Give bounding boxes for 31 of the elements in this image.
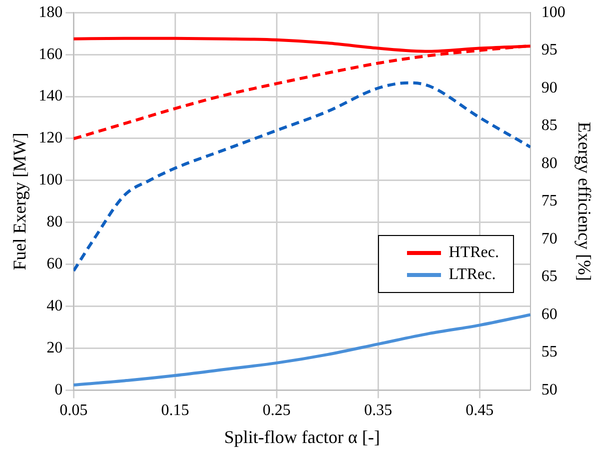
y2-tick-label: 50 xyxy=(541,381,558,398)
y-tick-label: 40 xyxy=(46,297,63,314)
y-tick-label: 0 xyxy=(54,381,63,398)
x-tick-label: 0.35 xyxy=(364,402,392,420)
y2-axis-title: Exergy efficiency [%] xyxy=(574,122,594,282)
x-axis-title: Split-flow factor α [-] xyxy=(224,426,380,447)
x-tick-label: 0.05 xyxy=(60,402,88,420)
y2-tick-label: 80 xyxy=(541,154,558,172)
x-tick-label: 0.25 xyxy=(262,402,291,420)
y2-tick-label: 75 xyxy=(541,192,558,210)
y-axis-title: Fuel Exergy [MW] xyxy=(10,132,30,270)
y2-tick-label: 95 xyxy=(541,42,558,59)
legend-label: LTRec. xyxy=(448,265,496,285)
y-tick-label: 100 xyxy=(38,172,63,189)
y-tick-label: 140 xyxy=(38,88,63,105)
y-tick-label: 80 xyxy=(46,214,63,231)
y-tick-label: 180 xyxy=(38,4,63,21)
y2-tick-label: 70 xyxy=(541,230,558,248)
y2-tick-label: 85 xyxy=(541,117,558,134)
y2-tick-label: 100 xyxy=(541,4,566,21)
y2-tick-label: 90 xyxy=(541,79,558,96)
y-tick-label: 60 xyxy=(46,256,63,273)
y-tick-label: 120 xyxy=(38,130,63,147)
x-tick-label: 0.45 xyxy=(466,402,494,420)
y-tick-label: 20 xyxy=(46,339,63,356)
y2-tick-label: 65 xyxy=(541,268,558,286)
x-tick-label: 0.15 xyxy=(161,402,190,420)
legend-label: HTRec. xyxy=(448,243,499,263)
y2-tick-label: 60 xyxy=(541,306,558,323)
y-tick-label: 160 xyxy=(38,46,63,63)
y2-tick-label: 55 xyxy=(541,344,558,361)
